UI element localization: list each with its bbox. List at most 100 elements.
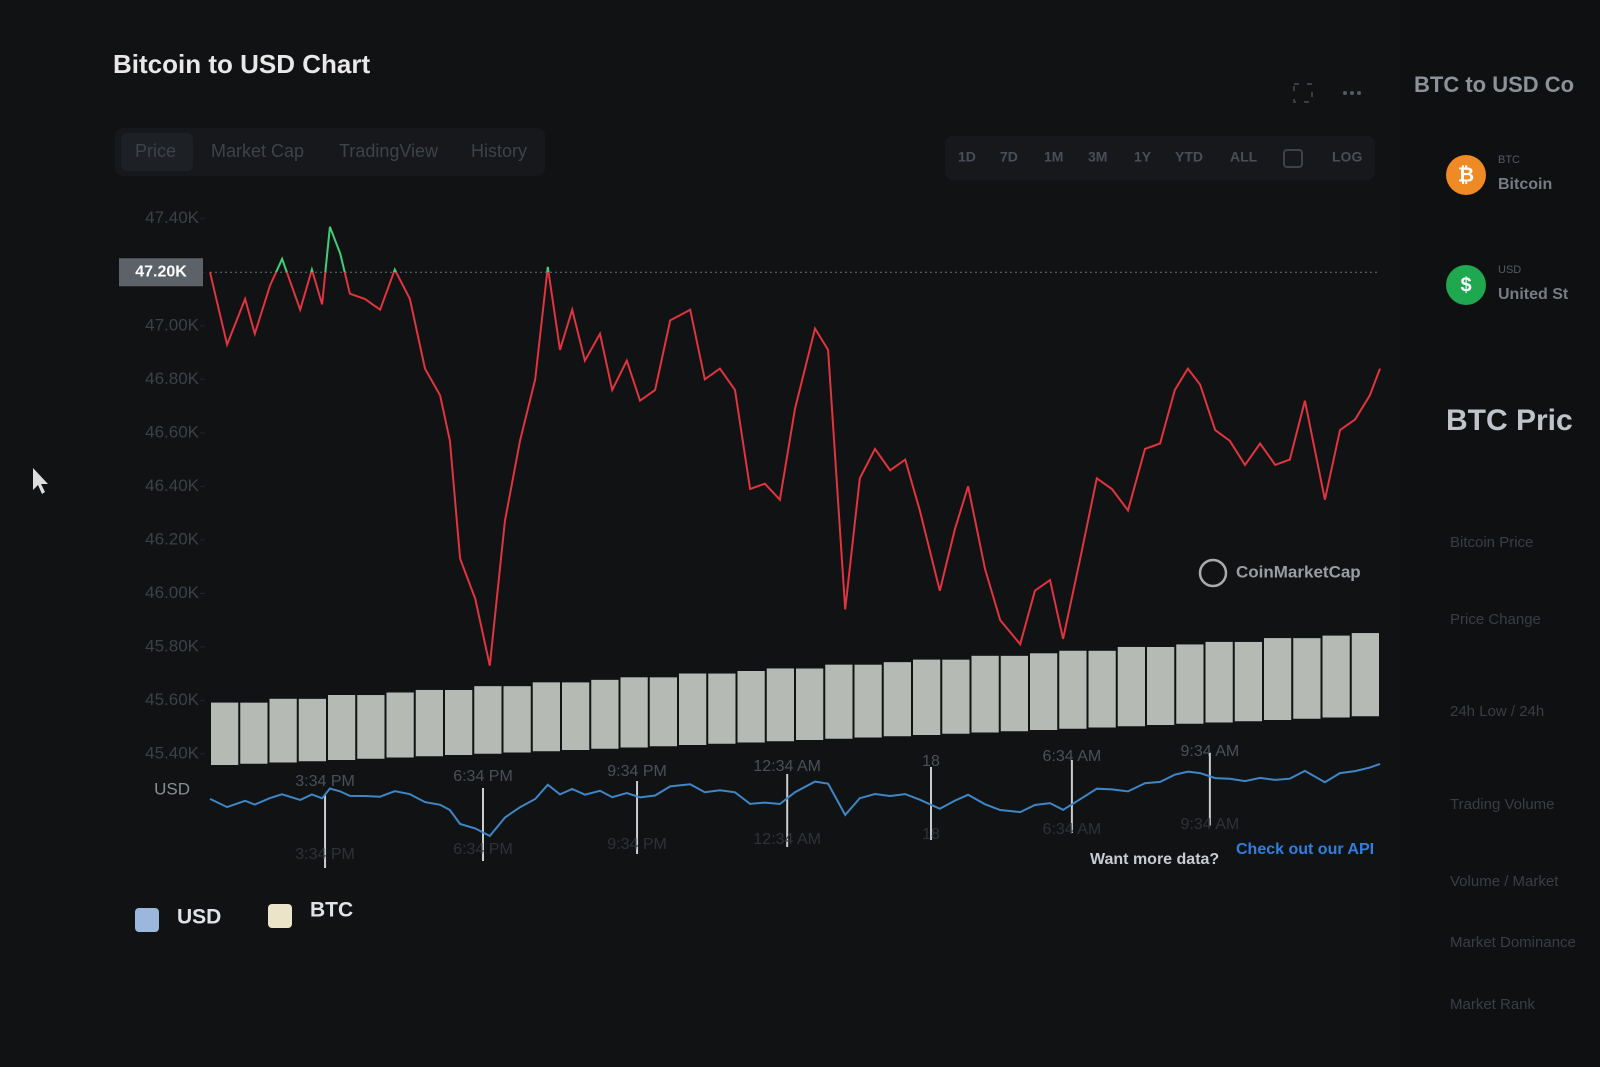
- volume-bar: [1234, 641, 1262, 722]
- currency-symbol: $: [1460, 274, 1471, 296]
- volume-bar: [503, 686, 531, 753]
- stat-label: Market Rank: [1450, 996, 1536, 1013]
- tab[interactable]: Market Cap: [211, 141, 304, 161]
- volume-bar: [562, 682, 590, 750]
- x-tick-label: 6:34 PM: [453, 768, 513, 785]
- volume-bar: [1147, 647, 1175, 725]
- volume-bar: [1293, 638, 1321, 719]
- mouse-cursor: [33, 468, 48, 494]
- tab[interactable]: Price: [135, 141, 176, 161]
- volume-bar: [445, 690, 473, 755]
- y-tick-label: 45.80K: [145, 636, 200, 655]
- volume-bar: [269, 698, 297, 763]
- legend-swatch[interactable]: [268, 904, 292, 928]
- price-line: [209, 272, 1381, 666]
- tab-bar: [115, 128, 545, 176]
- currency-icon: [1446, 155, 1486, 195]
- y-tick-label: 47.00K: [145, 315, 200, 334]
- stat-label: Market Dominance: [1450, 934, 1576, 951]
- volume-bar: [1000, 655, 1028, 732]
- range-button[interactable]: 1M: [1044, 149, 1063, 165]
- stats-title: BTC Pric: [1446, 404, 1573, 437]
- y-tick-label: 46.40K: [145, 476, 200, 495]
- volume-bar: [883, 662, 911, 737]
- more-dot[interactable]: [1343, 91, 1347, 95]
- range-bar: [945, 136, 1375, 180]
- y-tick-label: 46.80K: [145, 369, 200, 388]
- y-axis-label: USD: [154, 779, 190, 798]
- volume-bar: [649, 677, 677, 747]
- fullscreen-button[interactable]: [1293, 83, 1313, 103]
- legend-label: USD: [177, 906, 221, 929]
- currency-code: USD: [1498, 264, 1521, 276]
- volume-bar: [1264, 638, 1292, 720]
- footer-text: Want more data?: [1090, 851, 1219, 868]
- y-tick-label: 45.60K: [145, 690, 200, 709]
- volume-bar: [1176, 644, 1204, 724]
- x-tick-label: 3:34 PM: [295, 773, 355, 790]
- volume-bar: [796, 668, 824, 740]
- stat-label: 24h Low / 24h: [1450, 703, 1544, 720]
- navigator-line: [209, 762, 1381, 838]
- volume-bar: [1351, 633, 1379, 717]
- x-tick-label: 9:34 PM: [607, 763, 667, 780]
- y-tick-label: 46.60K: [145, 422, 200, 441]
- volume-bar: [620, 677, 648, 748]
- volume-bar: [737, 671, 765, 743]
- volume-bar: [1117, 646, 1145, 727]
- sidebar-title: BTC to USD Co: [1414, 72, 1574, 97]
- range-button[interactable]: 1D: [958, 149, 976, 165]
- navigator-tick-label: 9:34 PM: [607, 836, 667, 853]
- x-tick-label: 9:34 AM: [1181, 743, 1240, 760]
- navigator-tick-label: 18: [922, 826, 940, 843]
- x-tick-label: 6:34 AM: [1043, 748, 1102, 765]
- y-tick-label: 45.40K: [145, 743, 200, 762]
- currency-name: Bitcoin: [1498, 176, 1552, 193]
- legend-label: BTC: [310, 899, 353, 922]
- volume-bar: [1322, 635, 1350, 718]
- volume-bar: [913, 659, 941, 735]
- range-button[interactable]: 1Y: [1134, 149, 1152, 165]
- toolbar-icons: [1293, 83, 1361, 103]
- volume-bar: [591, 679, 619, 749]
- range-button[interactable]: ALL: [1230, 149, 1258, 165]
- volume-bar: [854, 664, 882, 738]
- x-tick-label: 18: [922, 753, 940, 770]
- navigator-tick-label: 6:34 PM: [453, 841, 513, 858]
- y-tick-label: 46.20K: [145, 529, 200, 548]
- tab-active: [121, 133, 193, 171]
- volume-bar: [357, 695, 385, 759]
- volume-bar: [971, 655, 999, 733]
- more-dot: [1350, 91, 1354, 95]
- tab[interactable]: History: [471, 141, 527, 161]
- range-button[interactable]: LOG: [1332, 149, 1362, 165]
- volume-bar: [1030, 653, 1058, 730]
- x-tick-label: 12:34 AM: [753, 758, 821, 775]
- range-button[interactable]: YTD: [1175, 149, 1203, 165]
- calendar-button[interactable]: [1283, 149, 1303, 168]
- currency-code: BTC: [1498, 154, 1520, 166]
- legend-swatch[interactable]: [135, 908, 159, 932]
- watermark-logo: [1198, 558, 1228, 588]
- volume-bar: [679, 673, 707, 745]
- volume-bar: [211, 702, 239, 765]
- volume-bar: [474, 686, 502, 754]
- volume-bar: [1205, 641, 1233, 723]
- tab[interactable]: TradingView: [339, 141, 439, 161]
- volume-bar: [766, 668, 794, 742]
- volume-bar: [328, 695, 356, 760]
- stat-label: Bitcoin Price: [1450, 534, 1533, 551]
- volume-bar: [532, 682, 560, 752]
- reference-label: 47.20K: [135, 263, 187, 280]
- range-button[interactable]: 7D: [1000, 149, 1018, 165]
- chart-title: Bitcoin to USD Chart: [113, 49, 370, 79]
- stat-label: Trading Volume: [1450, 796, 1555, 813]
- footer-link[interactable]: Check out our API: [1236, 841, 1374, 858]
- stat-label: Volume / Market: [1450, 873, 1559, 890]
- currency-symbol: ₿: [1458, 164, 1474, 186]
- navigator-tick-label: 12:34 AM: [753, 831, 821, 848]
- range-button[interactable]: 3M: [1088, 149, 1107, 165]
- volume-bar: [415, 689, 443, 757]
